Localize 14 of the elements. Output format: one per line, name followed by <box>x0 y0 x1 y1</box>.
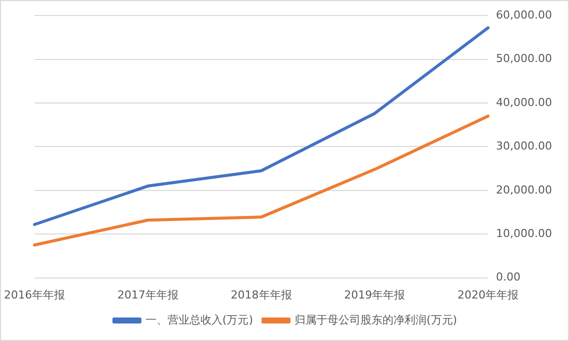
x-tick-label: 2019年年报 <box>344 288 406 302</box>
y-tick-label: 0.00 <box>496 270 521 284</box>
x-tick-label: 2016年年报 <box>4 288 65 302</box>
y-tick-label: 50,000.00 <box>496 52 552 66</box>
y-tick-label: 60,000.00 <box>496 8 552 22</box>
y-tick-label: 40,000.00 <box>496 96 552 109</box>
legend-label: 归属于母公司股东的净利润(万元) <box>294 313 458 326</box>
y-tick-label: 30,000.00 <box>496 140 552 153</box>
y-tick-label: 20,000.00 <box>496 183 552 196</box>
legend-label: 一、营业总收入(万元) <box>145 313 254 326</box>
y-tick-label: 10,000.00 <box>496 226 552 240</box>
x-tick-label: 2017年年报 <box>117 288 178 302</box>
x-tick-label: 2018年年报 <box>230 288 292 302</box>
x-tick-label: 2020年年报 <box>458 288 519 302</box>
